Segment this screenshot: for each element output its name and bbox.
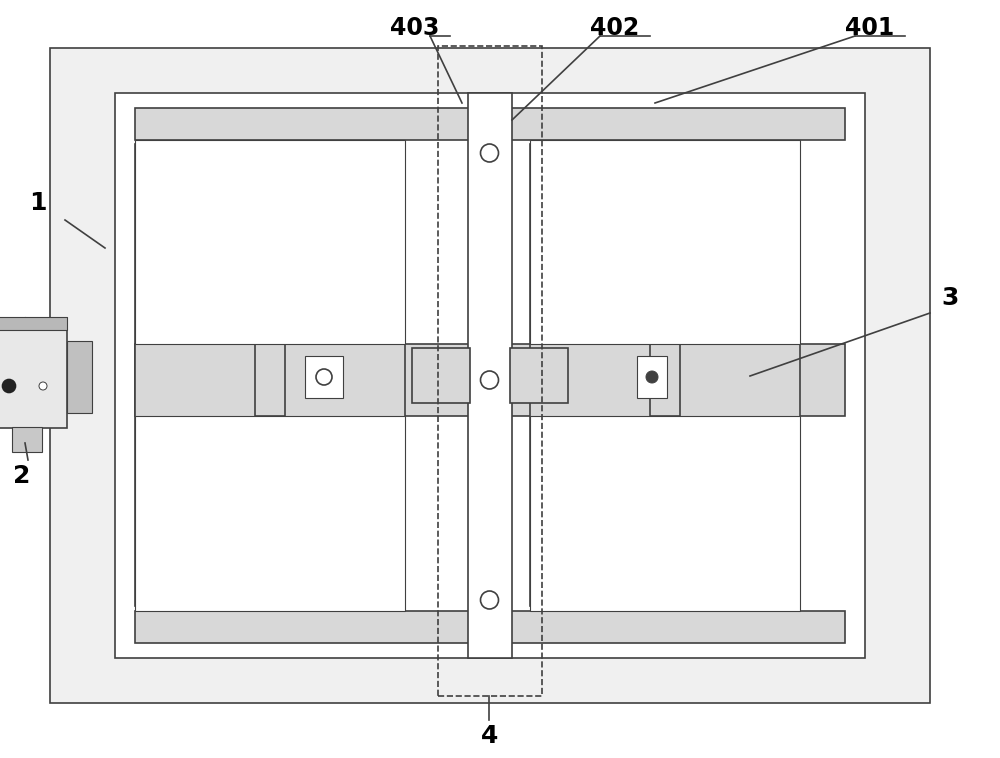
Text: 2: 2 bbox=[13, 464, 31, 488]
Bar bbox=[135, 344, 845, 416]
Bar bbox=[0, 317, 67, 330]
Text: 401: 401 bbox=[845, 16, 895, 40]
Bar bbox=[285, 144, 405, 606]
Circle shape bbox=[39, 382, 47, 390]
Bar bbox=[135, 108, 845, 140]
Bar bbox=[305, 356, 343, 398]
Text: 403: 403 bbox=[390, 16, 440, 40]
Bar bbox=[135, 144, 255, 606]
Text: 3: 3 bbox=[941, 286, 959, 310]
Bar bbox=[510, 348, 568, 403]
Circle shape bbox=[2, 380, 16, 393]
Circle shape bbox=[316, 369, 332, 385]
Bar bbox=[12, 427, 42, 452]
Bar bbox=[67, 341, 92, 413]
Bar bbox=[115, 93, 865, 658]
Bar bbox=[637, 356, 667, 398]
Text: 402: 402 bbox=[590, 16, 640, 40]
Text: 4: 4 bbox=[481, 724, 498, 748]
Bar bbox=[530, 416, 800, 611]
Bar bbox=[135, 416, 405, 611]
Bar bbox=[412, 348, 470, 403]
Bar bbox=[530, 144, 650, 606]
Text: 1: 1 bbox=[29, 191, 47, 215]
Bar bbox=[50, 48, 930, 703]
Bar bbox=[135, 611, 845, 643]
Bar bbox=[680, 144, 800, 606]
Circle shape bbox=[480, 144, 498, 162]
Bar bbox=[468, 93, 512, 658]
Bar bbox=[530, 140, 800, 344]
Circle shape bbox=[480, 591, 498, 609]
Bar bbox=[438, 46, 542, 696]
Circle shape bbox=[646, 371, 658, 383]
Bar bbox=[0, 318, 67, 428]
Bar bbox=[135, 140, 405, 344]
Circle shape bbox=[480, 371, 498, 389]
